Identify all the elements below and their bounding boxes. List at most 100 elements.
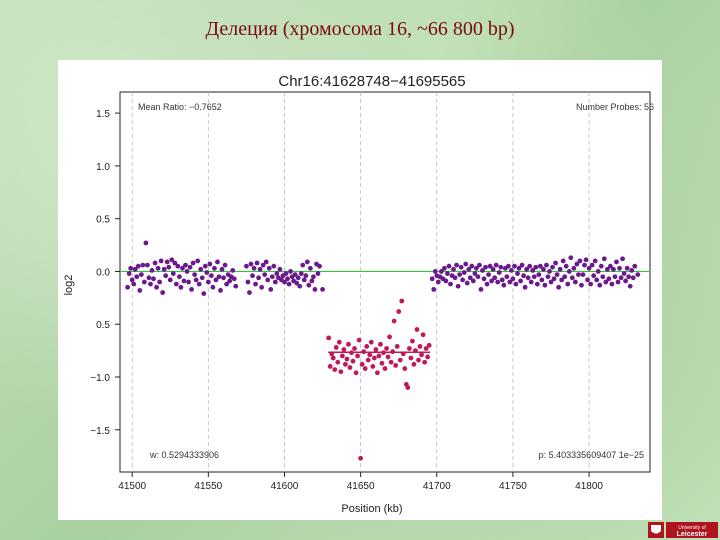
slide-title: Делеция (хромосома 16, ~66 800 bp)	[205, 18, 515, 40]
data-point-normal	[265, 277, 271, 283]
data-point-normal	[606, 276, 612, 282]
data-point-normal	[431, 286, 437, 292]
data-point-normal	[173, 281, 179, 287]
data-point-normal	[175, 263, 181, 269]
data-point-normal	[128, 265, 134, 271]
data-point-normal	[501, 282, 507, 288]
data-point-normal	[154, 284, 159, 290]
data-point-normal	[544, 262, 549, 268]
data-point-deleted	[387, 334, 392, 340]
annotation-mean-ratio: Mean Ratio: −0.7652	[138, 102, 222, 112]
data-point-normal	[231, 276, 237, 282]
data-point-deleted	[390, 349, 396, 355]
y-tick-label: −1.0	[90, 373, 110, 384]
data-point-normal	[193, 277, 199, 283]
data-point-normal	[205, 279, 211, 285]
data-point-normal	[297, 283, 303, 289]
data-point-normal	[525, 275, 531, 281]
data-point-deleted	[394, 343, 400, 349]
data-point-deleted	[365, 357, 371, 363]
data-point-normal	[199, 275, 205, 281]
data-point-normal	[282, 279, 287, 285]
data-point-normal	[597, 282, 603, 288]
data-point-deleted	[408, 355, 414, 361]
data-point-normal	[499, 277, 505, 283]
data-point-normal	[470, 278, 476, 284]
data-point-normal	[151, 276, 156, 282]
data-point-deleted	[350, 358, 356, 364]
data-point-normal	[595, 269, 601, 274]
data-point-normal	[498, 264, 504, 270]
data-point-deleted	[376, 353, 382, 359]
data-point-normal	[158, 258, 164, 264]
data-point-normal	[539, 277, 545, 283]
data-point-normal	[201, 291, 207, 297]
data-point-normal	[576, 272, 581, 278]
data-point-deleted	[422, 359, 427, 365]
data-point-deleted	[352, 346, 357, 351]
data-point-deleted	[405, 385, 411, 390]
data-point-normal	[478, 286, 484, 292]
data-point-normal	[169, 257, 175, 263]
logo-crest-icon	[651, 525, 661, 534]
data-point-normal	[582, 262, 587, 268]
data-point-normal	[598, 263, 604, 269]
x-tick-label: 41600	[271, 481, 299, 492]
data-point-normal	[277, 266, 283, 272]
data-point-deleted	[367, 352, 373, 358]
data-point-deleted	[330, 355, 336, 361]
data-point-normal	[490, 266, 496, 272]
data-point-deleted	[338, 369, 344, 375]
data-point-normal	[256, 275, 261, 281]
data-point-normal	[207, 261, 213, 267]
data-point-normal	[559, 277, 565, 283]
data-point-normal	[615, 279, 621, 285]
data-point-normal	[620, 256, 625, 262]
data-point-deleted	[349, 350, 354, 356]
data-point-deleted	[356, 337, 362, 343]
data-points	[125, 240, 641, 461]
data-point-normal	[569, 275, 575, 281]
data-point-normal	[248, 261, 254, 267]
data-point-normal	[438, 269, 444, 274]
data-point-normal	[513, 281, 519, 287]
data-point-normal	[317, 263, 322, 269]
x-tick-label: 41650	[347, 481, 375, 492]
data-point-normal	[547, 269, 552, 274]
grid-lines	[131, 92, 590, 472]
data-point-deleted	[346, 341, 351, 347]
data-point-normal	[170, 271, 176, 276]
x-tick-label: 41800	[575, 481, 603, 492]
data-point-normal	[295, 275, 301, 281]
data-point-normal	[306, 282, 312, 288]
data-point-normal	[527, 263, 533, 269]
data-point-normal	[531, 274, 537, 280]
data-point-normal	[626, 274, 632, 280]
data-point-normal	[224, 281, 230, 287]
data-point-deleted	[396, 309, 402, 314]
data-point-normal	[320, 286, 325, 292]
data-point-deleted	[393, 362, 399, 368]
data-point-deleted	[362, 366, 368, 371]
data-point-normal	[589, 262, 595, 268]
logo-wordmark-bg	[666, 522, 718, 538]
data-point-normal	[141, 279, 147, 285]
data-point-normal	[219, 266, 225, 272]
data-point-normal	[254, 260, 260, 266]
data-point-normal	[568, 255, 574, 261]
data-point-normal	[190, 260, 196, 266]
data-point-normal	[189, 286, 194, 292]
data-point-normal	[212, 265, 217, 271]
data-point-normal	[623, 278, 629, 284]
data-point-normal	[286, 281, 292, 287]
data-point-normal	[635, 272, 641, 278]
data-point-normal	[166, 264, 172, 270]
data-point-normal	[466, 266, 472, 272]
data-point-normal	[484, 281, 490, 287]
data-point-normal	[160, 290, 166, 295]
data-point-normal	[441, 265, 447, 271]
axes: 41500 41550 41600 41650 41700 41750 41800 1.5 1.…	[90, 109, 603, 492]
data-point-deleted	[344, 356, 350, 362]
data-point-normal	[148, 281, 153, 287]
data-point-normal	[496, 270, 502, 275]
